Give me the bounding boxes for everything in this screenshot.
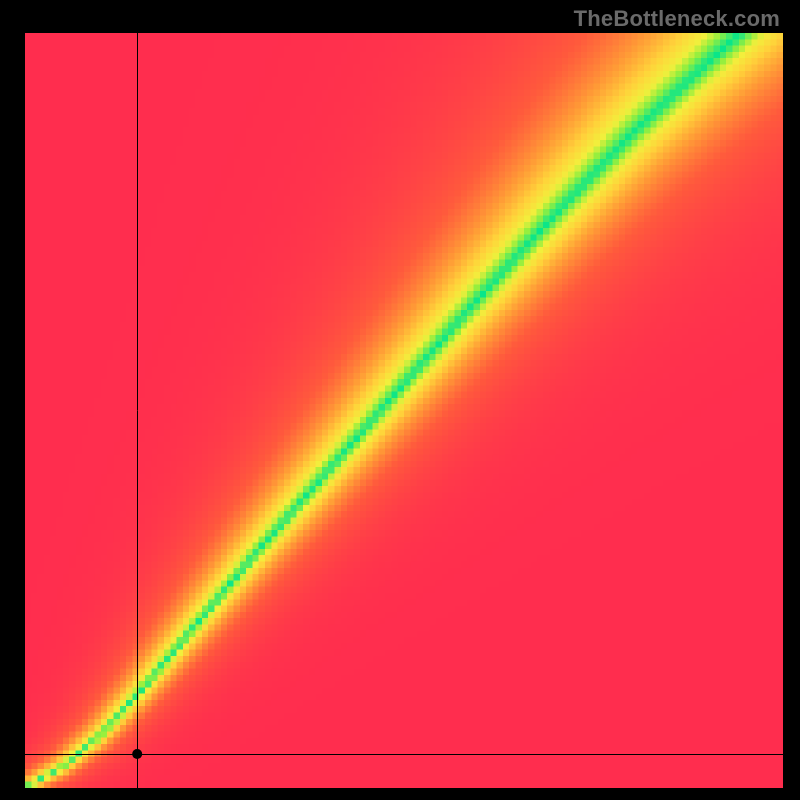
crosshair-overlay [0, 0, 800, 800]
root-container: TheBottleneck.com [0, 0, 800, 800]
